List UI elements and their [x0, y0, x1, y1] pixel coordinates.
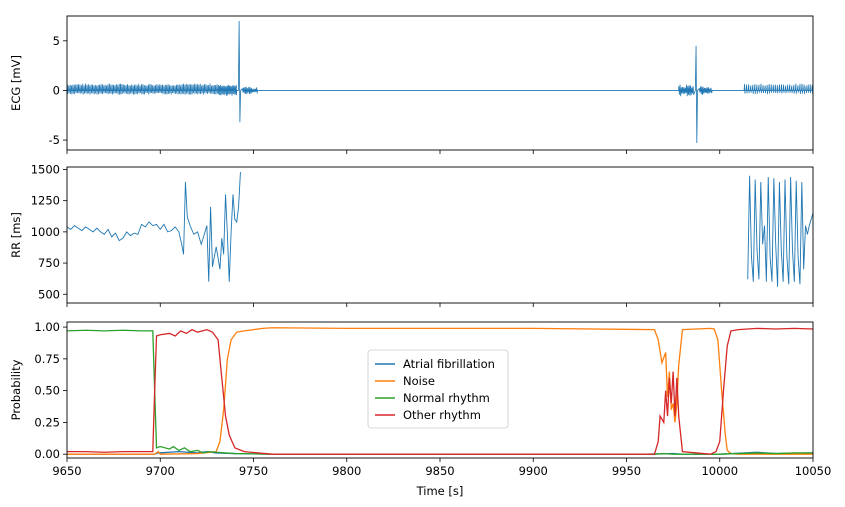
- ecg-y-axis-label: ECG [mV]: [9, 55, 23, 111]
- x-tick-label: 9900: [519, 464, 548, 478]
- legend: Atrial fibrillation Noise Normal rhythm Oth…: [367, 349, 509, 429]
- y-tick-label: 0.75: [34, 352, 60, 366]
- x-axis-label: Time [s]: [416, 484, 464, 498]
- rr-series-1: [747, 175, 814, 287]
- rr-y-ticks: 500 750 1000 1250 1500: [31, 162, 67, 301]
- y-tick-label: 0.25: [34, 415, 60, 429]
- x-tick-label: 10050: [795, 464, 832, 478]
- ecg-x-ticks: [66, 150, 814, 154]
- probability-panel: 0.00 0.25 0.50 0.75 1.00 9650 9700 9750 9800 985…: [9, 320, 831, 498]
- rr-axes-frame: [66, 166, 814, 304]
- y-tick-label: 0.00: [34, 447, 60, 461]
- rr-panel: 500 750 1000 1250 1500 RR [ms]: [9, 162, 814, 307]
- y-tick-label: 1.00: [34, 320, 60, 334]
- probability-y-ticks: 0.00 0.25 0.50 0.75 1.00: [34, 320, 67, 461]
- x-tick-label: 9700: [146, 464, 175, 478]
- probability-x-ticks: 9650 9700 9750 9800 9850 9900 9950 10000 10050: [52, 458, 831, 478]
- x-tick-label: 9750: [239, 464, 268, 478]
- probability-traces: [66, 327, 814, 455]
- legend-label: Normal rhythm: [403, 391, 490, 405]
- x-tick-label: 9950: [612, 464, 641, 478]
- y-tick-label: 750: [38, 256, 60, 270]
- legend-label: Other rhythm: [403, 408, 481, 422]
- rr-series-0: [66, 171, 241, 282]
- ecg-axes-frame: [66, 15, 814, 151]
- probability-series-2: [66, 329, 813, 455]
- x-tick-label: 9850: [425, 464, 454, 478]
- legend-label: Atrial fibrillation: [403, 357, 495, 371]
- probability-series-1: [67, 327, 813, 455]
- y-tick-label: 0: [53, 83, 60, 97]
- y-tick-label: 1500: [31, 162, 60, 176]
- y-tick-label: 1000: [31, 225, 60, 239]
- x-tick-label: 9800: [332, 464, 361, 478]
- y-tick-label: 1250: [31, 194, 60, 208]
- ecg-y-ticks: -5 0 5: [49, 34, 67, 147]
- rr-trace: [66, 171, 814, 287]
- y-tick-label: 5: [53, 34, 60, 48]
- y-tick-label: 0.50: [34, 384, 60, 398]
- ecg-line: [66, 20, 814, 144]
- x-tick-label: 10000: [701, 464, 738, 478]
- rr-y-axis-label: RR [ms]: [9, 212, 23, 258]
- rr-x-ticks: [66, 303, 814, 307]
- y-tick-label: 500: [38, 287, 60, 301]
- y-tick-label: -5: [49, 133, 60, 147]
- legend-label: Noise: [403, 374, 435, 388]
- probability-y-axis-label: Probability: [9, 359, 23, 420]
- legend-box: [367, 349, 509, 429]
- x-tick-label: 9650: [52, 464, 81, 478]
- probability-axes-frame: [66, 321, 814, 459]
- ecg-panel: -5 0 5 ECG [mV]: [9, 15, 814, 154]
- ecg-trace: [66, 20, 814, 144]
- probability-series-3: [67, 327, 814, 455]
